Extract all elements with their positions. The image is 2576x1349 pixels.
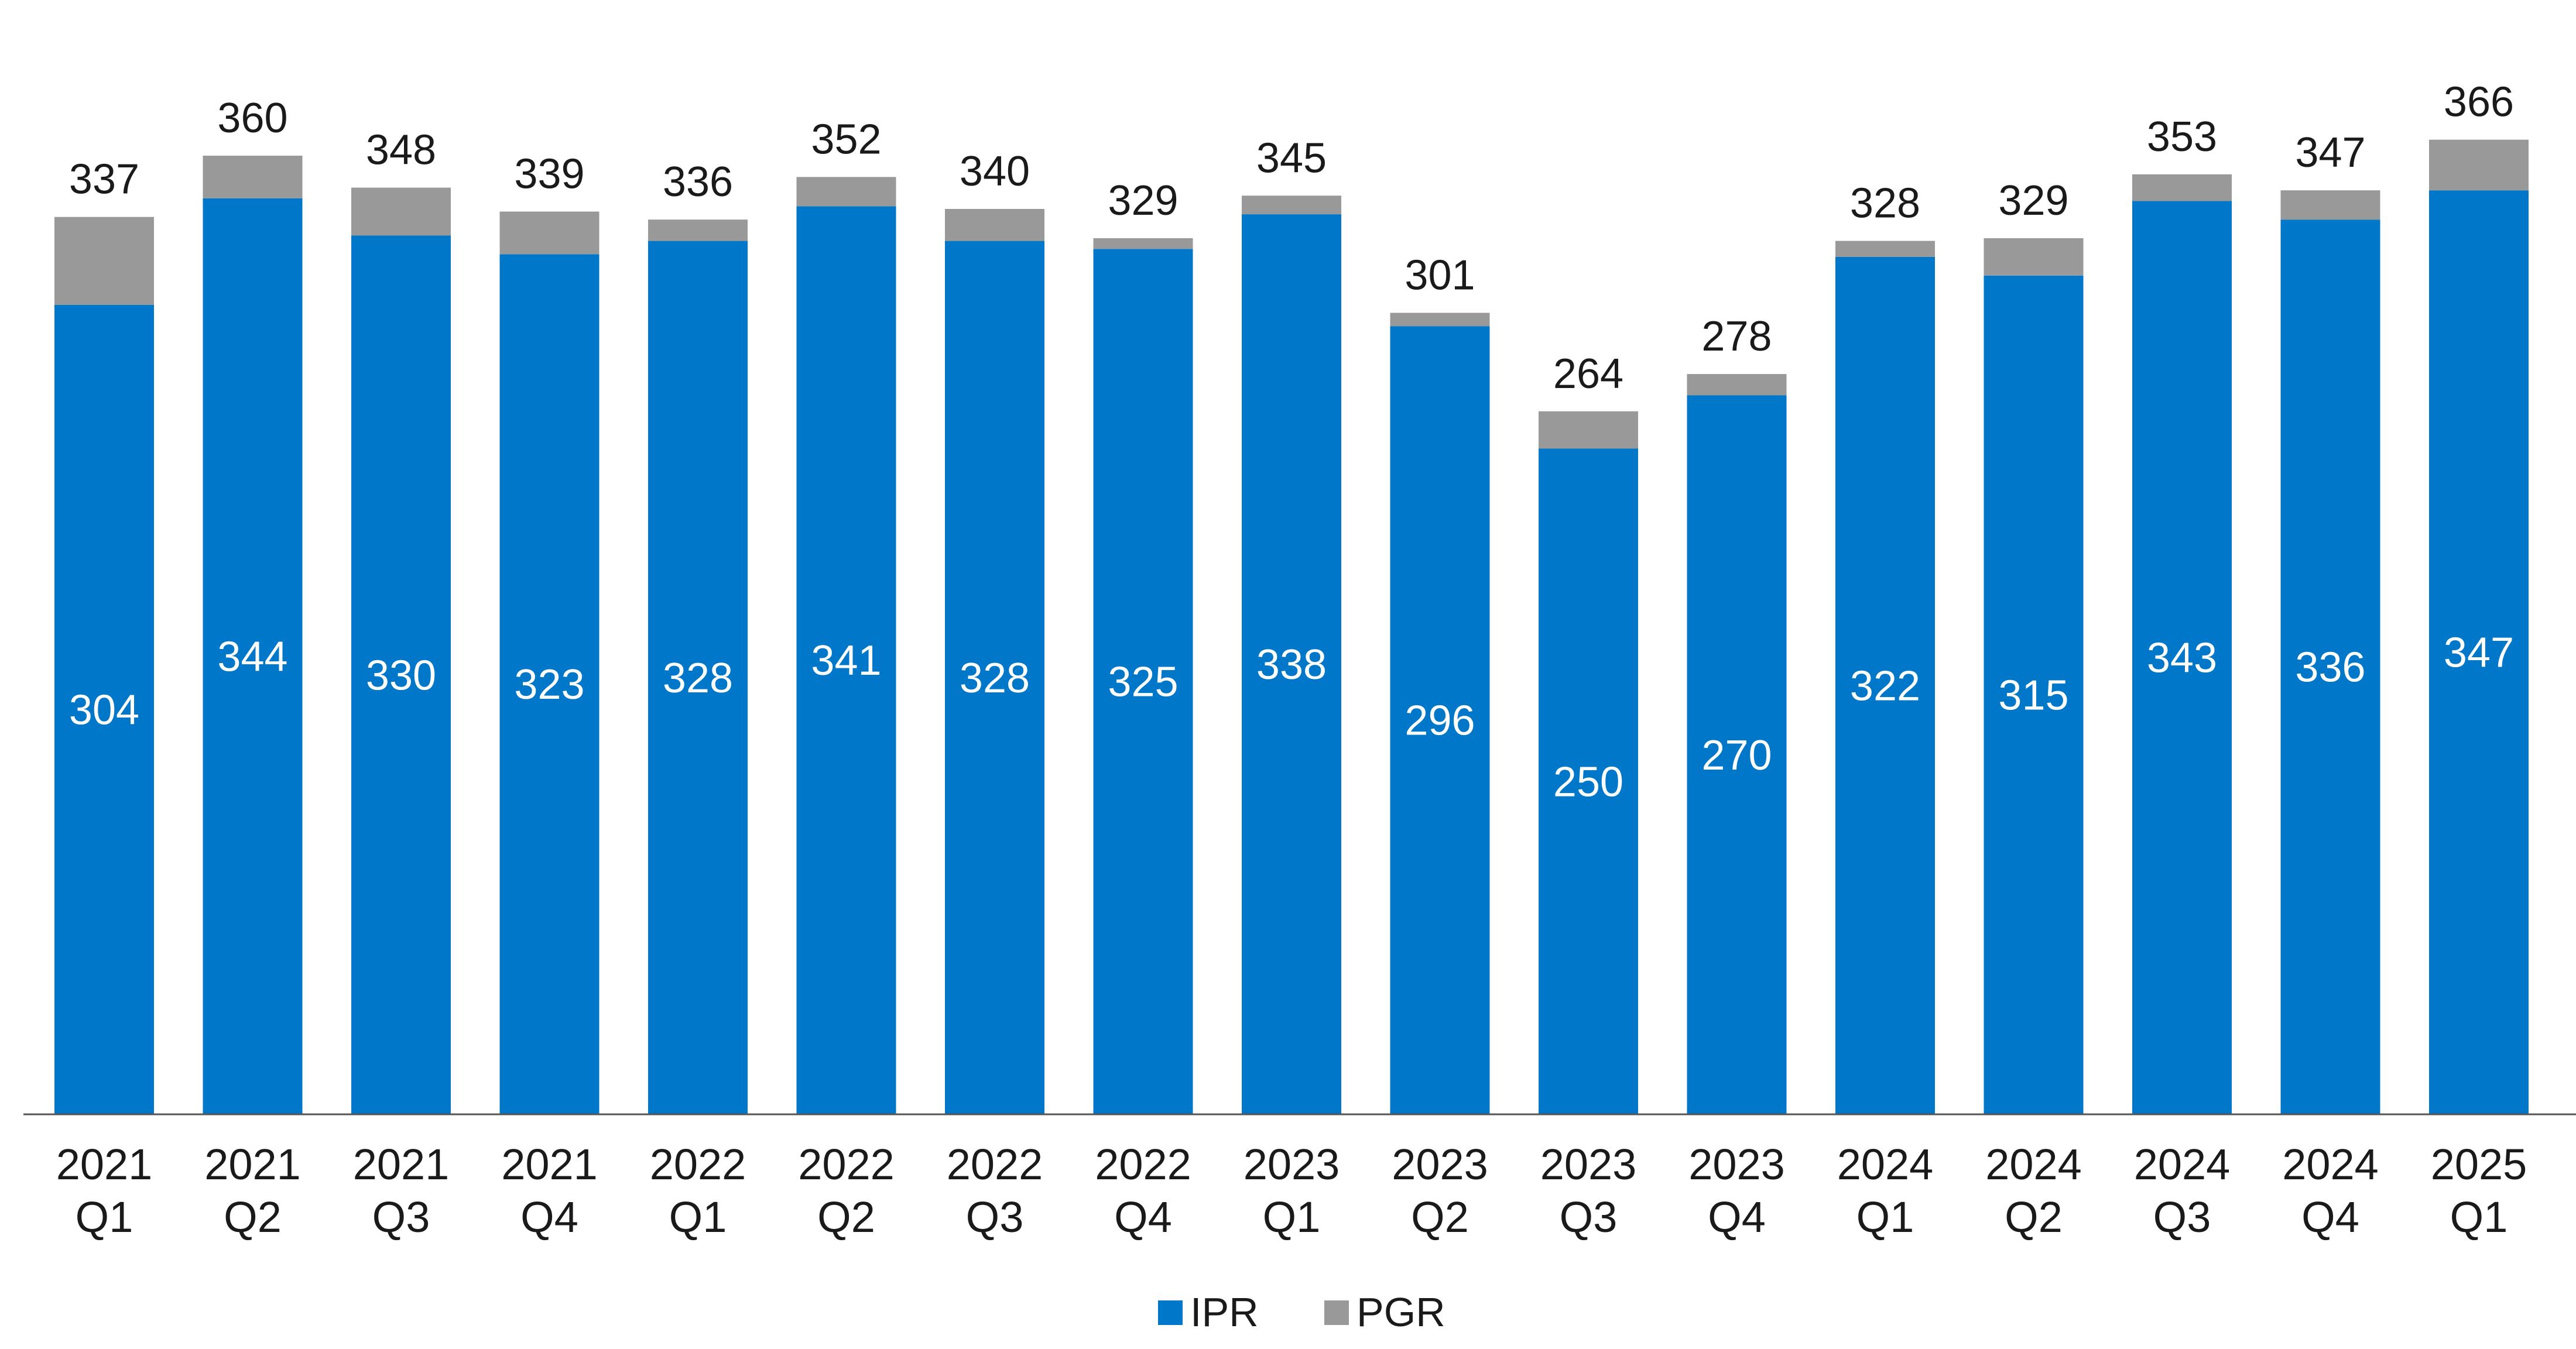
bar-pgr-10 [1390,313,1490,327]
bar-pgr-11 [1539,411,1638,449]
ipr-value-label: 347 [2444,630,2514,677]
ipr-value-label: 338 [1256,641,1327,688]
ipr-value-label: 304 [69,686,139,733]
total-value-label: 353 [2147,114,2217,160]
x-tick-label: 2023Q1 [1244,1140,1340,1241]
bars-layer: 304 337 344 360 330 348 323 339 328 336 341 352 328 3… [54,79,2529,1114]
ipr-value-label: 344 [217,633,287,680]
ipr-value-label: 323 [514,661,584,708]
ipr-value-label: 270 [1701,732,1772,779]
bar-pgr-12 [1687,374,1787,395]
total-value-label: 339 [514,151,584,198]
total-value-label: 264 [1553,351,1623,397]
total-value-label: 337 [69,156,139,203]
x-tick-label: 2022Q1 [650,1140,746,1241]
total-value-label: 366 [2444,79,2514,126]
legend-swatch-ipr [1158,1300,1183,1325]
bar-pgr-4 [500,212,600,255]
bar-pgr-14 [1984,238,2084,276]
ipr-value-label: 343 [2147,635,2217,682]
bar-pgr-5 [648,219,748,241]
bar-pgr-15 [2132,174,2232,201]
x-tick-label: 2024Q1 [1837,1140,1934,1241]
bar-pgr-8 [1094,238,1193,249]
bar-pgr-13 [1835,241,1935,257]
total-value-label: 301 [1405,252,1475,299]
ipr-value-label: 325 [1108,659,1178,706]
ipr-value-label: 296 [1405,698,1475,744]
x-tick-label: 2023Q2 [1392,1140,1488,1241]
x-tick-label: 2025Q1 [2431,1140,2527,1241]
ipr-value-label: 250 [1553,758,1623,805]
legend-swatch-pgr [1324,1300,1349,1325]
ipr-value-label: 322 [1850,663,1920,710]
x-tick-label: 2024Q4 [2282,1140,2379,1241]
total-value-label: 329 [1998,177,2068,224]
x-tick-label: 2024Q3 [2134,1140,2231,1241]
total-value-label: 328 [1850,180,1920,227]
legend: IPR PGR [1158,1289,1445,1335]
ipr-value-label: 330 [366,652,436,699]
total-value-label: 347 [2295,129,2365,176]
ipr-value-label: 336 [2295,644,2365,691]
ipr-value-label: 341 [811,637,881,684]
x-tick-label: 2023Q3 [1540,1140,1637,1241]
x-tick-label: 2022Q3 [947,1140,1043,1241]
bar-pgr-2 [203,156,303,198]
x-tick-labels: 2021Q1 2021Q2 2021Q3 2021Q4 2022Q1 2022Q2 2022… [56,1140,2527,1241]
x-tick-label: 2022Q2 [798,1140,895,1241]
ipr-value-label: 328 [663,655,733,702]
x-tick-label: 2021Q2 [204,1140,301,1241]
ipr-value-label: 315 [1998,672,2068,719]
total-value-label: 340 [960,148,1030,195]
bar-pgr-6 [797,177,896,206]
bar-pgr-7 [945,209,1044,241]
total-value-label: 360 [217,95,287,142]
x-tick-label: 2024Q2 [1985,1140,2082,1241]
x-tick-label: 2021Q4 [501,1140,598,1241]
bar-pgr-17 [2429,140,2529,191]
total-value-label: 329 [1108,177,1178,224]
bar-pgr-1 [54,217,154,305]
bar-pgr-3 [351,188,451,236]
x-tick-label: 2023Q4 [1688,1140,1785,1241]
bar-pgr-16 [2281,190,2380,219]
total-value-label: 345 [1256,135,1327,181]
legend-label-ipr: IPR [1190,1289,1259,1335]
bar-pgr-9 [1242,195,1341,214]
legend-label-pgr: PGR [1356,1289,1445,1335]
x-tick-label: 2021Q3 [353,1140,450,1241]
total-value-label: 278 [1701,313,1772,360]
total-value-label: 352 [811,116,881,163]
ipr-value-label: 328 [960,655,1030,702]
total-value-label: 348 [366,127,436,174]
total-value-label: 336 [663,159,733,205]
x-tick-label: 2021Q1 [56,1140,153,1241]
x-tick-label: 2022Q4 [1095,1140,1191,1241]
